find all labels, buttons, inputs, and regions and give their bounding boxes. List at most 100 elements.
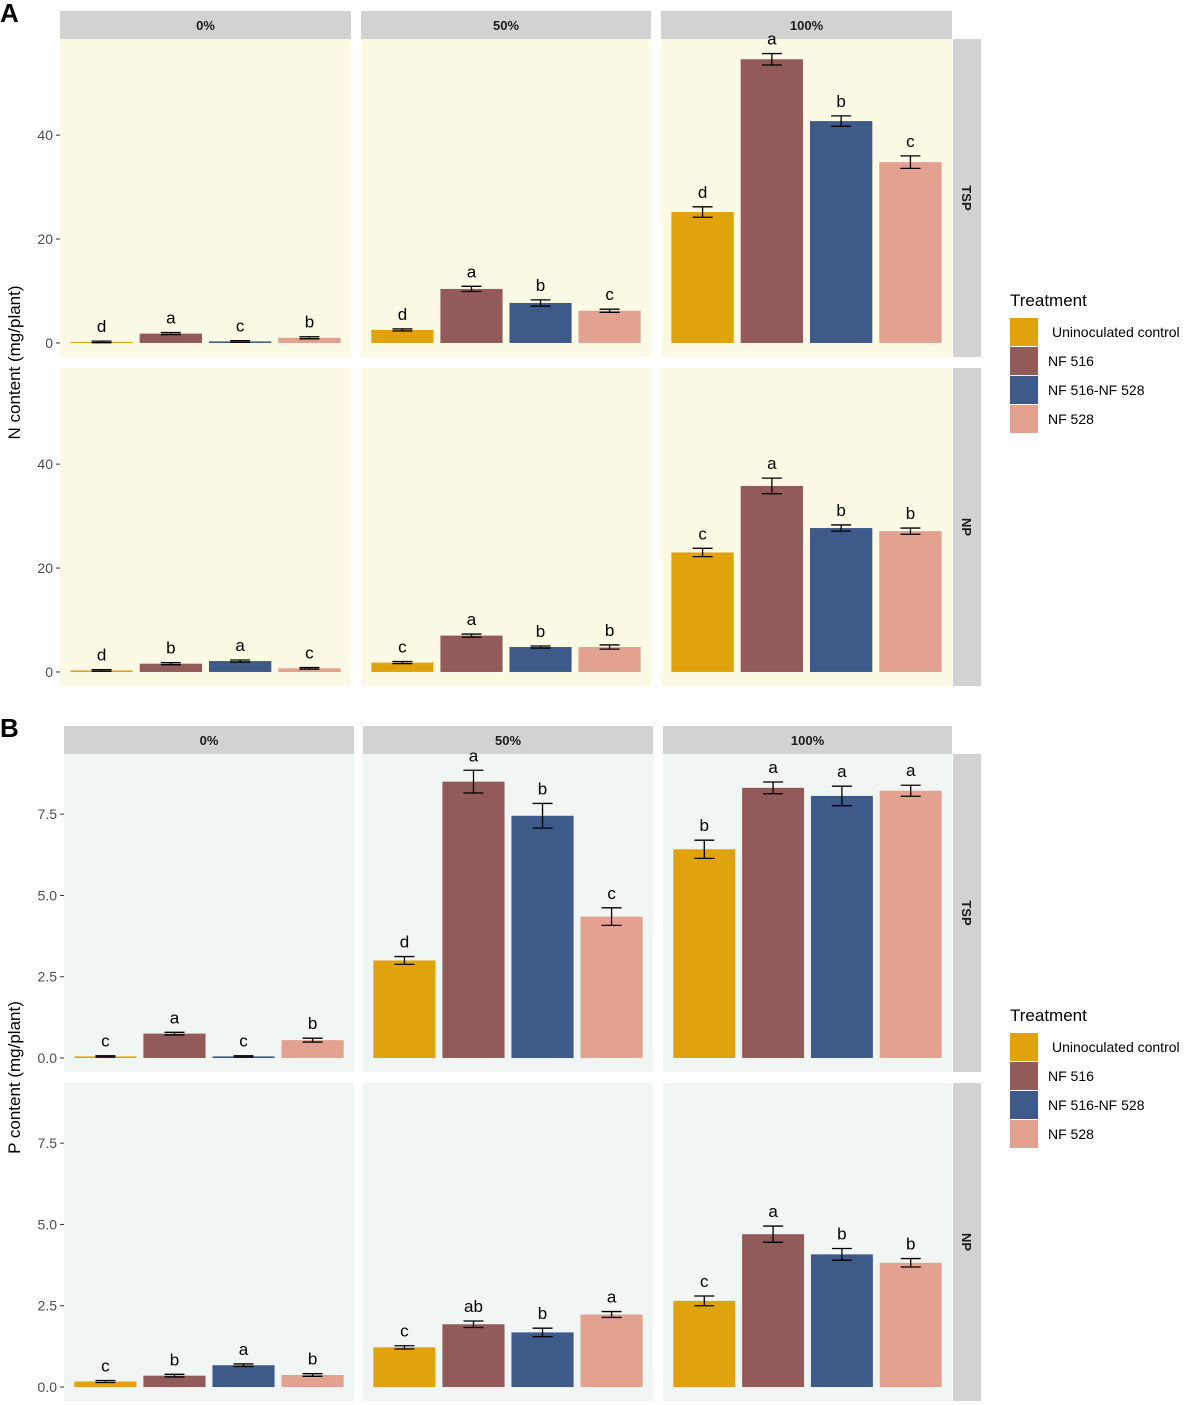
significance-letter: c bbox=[239, 1032, 248, 1051]
bar-nf-516-nf-528 bbox=[212, 1365, 275, 1388]
bar-nf-516-nf-528 bbox=[511, 815, 574, 1059]
facet-strip-column bbox=[361, 11, 651, 39]
significance-letter: a bbox=[768, 758, 778, 777]
bar-nf-528 bbox=[879, 162, 942, 343]
significance-letter: b bbox=[308, 1350, 317, 1369]
significance-letter: d bbox=[398, 305, 407, 324]
significance-letter: c bbox=[305, 644, 314, 663]
bar-nf-528 bbox=[879, 1262, 942, 1388]
bar-uninoculated-control bbox=[373, 960, 436, 1059]
significance-letter: b bbox=[906, 1235, 915, 1254]
legend-label: NF 528 bbox=[1048, 1126, 1094, 1142]
significance-letter: c bbox=[698, 524, 707, 543]
significance-letter: b bbox=[166, 639, 175, 658]
panel-background bbox=[60, 368, 351, 686]
bar-nf-516-nf-528 bbox=[509, 647, 572, 672]
legend-label: Uninoculated control bbox=[1052, 324, 1180, 340]
y-tick-label: 7.5 bbox=[38, 1135, 58, 1151]
legend-key bbox=[1010, 1062, 1038, 1090]
legend-key bbox=[1010, 1033, 1038, 1061]
bar-uninoculated-control bbox=[673, 849, 736, 1059]
significance-letter: a bbox=[467, 262, 477, 281]
bar-nf-528 bbox=[879, 531, 942, 672]
bar-uninoculated-control bbox=[371, 662, 434, 672]
bar-nf-516 bbox=[442, 781, 505, 1059]
significance-letter: c bbox=[101, 1032, 110, 1051]
significance-letter: b bbox=[836, 501, 845, 520]
bar-uninoculated-control bbox=[74, 1381, 137, 1388]
significance-letter: d bbox=[400, 933, 409, 952]
bar-nf-516 bbox=[742, 1234, 805, 1388]
panel-label: B bbox=[0, 713, 19, 743]
facet-strip-column bbox=[60, 11, 351, 39]
bar-uninoculated-control bbox=[673, 1300, 736, 1388]
facet-strip-row bbox=[953, 754, 981, 1072]
facet-label-column: 100% bbox=[790, 18, 824, 33]
legend-title: Treatment bbox=[1010, 291, 1087, 310]
bar-nf-516 bbox=[440, 288, 503, 343]
significance-letter: a bbox=[467, 610, 477, 629]
facet-strip-column bbox=[363, 726, 653, 754]
y-tick-label: 7.5 bbox=[38, 806, 58, 822]
significance-letter: b bbox=[536, 276, 545, 295]
bar-nf-528 bbox=[278, 337, 341, 343]
significance-letter: b bbox=[308, 1014, 317, 1033]
bar-nf-516-nf-528 bbox=[509, 302, 572, 343]
bar-nf-516-nf-528 bbox=[810, 795, 873, 1059]
y-tick-label: 0.0 bbox=[38, 1050, 58, 1066]
bar-nf-516-nf-528 bbox=[809, 528, 873, 672]
bar-nf-528 bbox=[879, 790, 942, 1059]
y-tick-label: 0 bbox=[45, 335, 53, 351]
y-tick-label: 5.0 bbox=[38, 887, 58, 903]
facet-strip-column bbox=[663, 726, 952, 754]
facet-strip-row bbox=[953, 368, 981, 686]
significance-letter: c bbox=[236, 317, 245, 336]
legend-key bbox=[1010, 1120, 1038, 1148]
y-tick-label: 5.0 bbox=[38, 1216, 58, 1232]
significance-letter: c bbox=[906, 132, 915, 151]
legend-key bbox=[1010, 1091, 1038, 1119]
legend-title: Treatment bbox=[1010, 1006, 1087, 1025]
legend-key bbox=[1010, 405, 1038, 433]
facet-label-column: 50% bbox=[493, 18, 519, 33]
bar-nf-528 bbox=[281, 1374, 344, 1388]
facet-label-row: TSP bbox=[959, 185, 974, 211]
significance-letter: a bbox=[170, 1008, 180, 1027]
significance-letter: d bbox=[97, 317, 106, 336]
bar-nf-516 bbox=[742, 787, 805, 1059]
significance-letter: a bbox=[469, 746, 479, 765]
significance-letter: a bbox=[767, 30, 777, 49]
facet-strip-column bbox=[64, 726, 354, 754]
bar-uninoculated-control bbox=[371, 329, 434, 343]
significance-letter: c bbox=[700, 1272, 709, 1291]
significance-letter: b bbox=[538, 779, 547, 798]
bar-nf-516-nf-528 bbox=[208, 661, 272, 672]
significance-letter: a bbox=[607, 1288, 617, 1307]
legend-label: NF 516 bbox=[1048, 353, 1094, 369]
significance-letter: c bbox=[398, 638, 407, 657]
y-tick-label: 0 bbox=[45, 664, 53, 680]
facet-label-row: NP bbox=[959, 518, 974, 536]
significance-letter: a bbox=[235, 636, 245, 655]
legend-label: NF 516-NF 528 bbox=[1048, 1097, 1145, 1113]
bar-nf-528 bbox=[278, 668, 341, 672]
significance-letter: b bbox=[837, 1225, 846, 1244]
legend-label: Uninoculated control bbox=[1052, 1039, 1180, 1055]
y-tick-label: 2.5 bbox=[38, 969, 58, 985]
bar-nf-528 bbox=[578, 647, 641, 672]
bar-nf-528 bbox=[580, 1314, 643, 1388]
y-axis-title: N content (mg/plant) bbox=[5, 285, 24, 439]
facet-label-row: TSP bbox=[959, 900, 974, 926]
significance-letter: ab bbox=[464, 1297, 483, 1316]
significance-letter: b bbox=[305, 313, 314, 332]
bar-nf-516 bbox=[740, 485, 804, 672]
facet-label-column: 0% bbox=[200, 733, 219, 748]
significance-letter: c bbox=[607, 884, 616, 903]
y-tick-label: 2.5 bbox=[38, 1298, 58, 1314]
bar-uninoculated-control bbox=[671, 552, 734, 672]
bar-nf-516 bbox=[139, 663, 203, 672]
panel-label: A bbox=[0, 0, 19, 28]
panel-background bbox=[64, 754, 354, 1072]
bar-uninoculated-control bbox=[671, 212, 734, 343]
